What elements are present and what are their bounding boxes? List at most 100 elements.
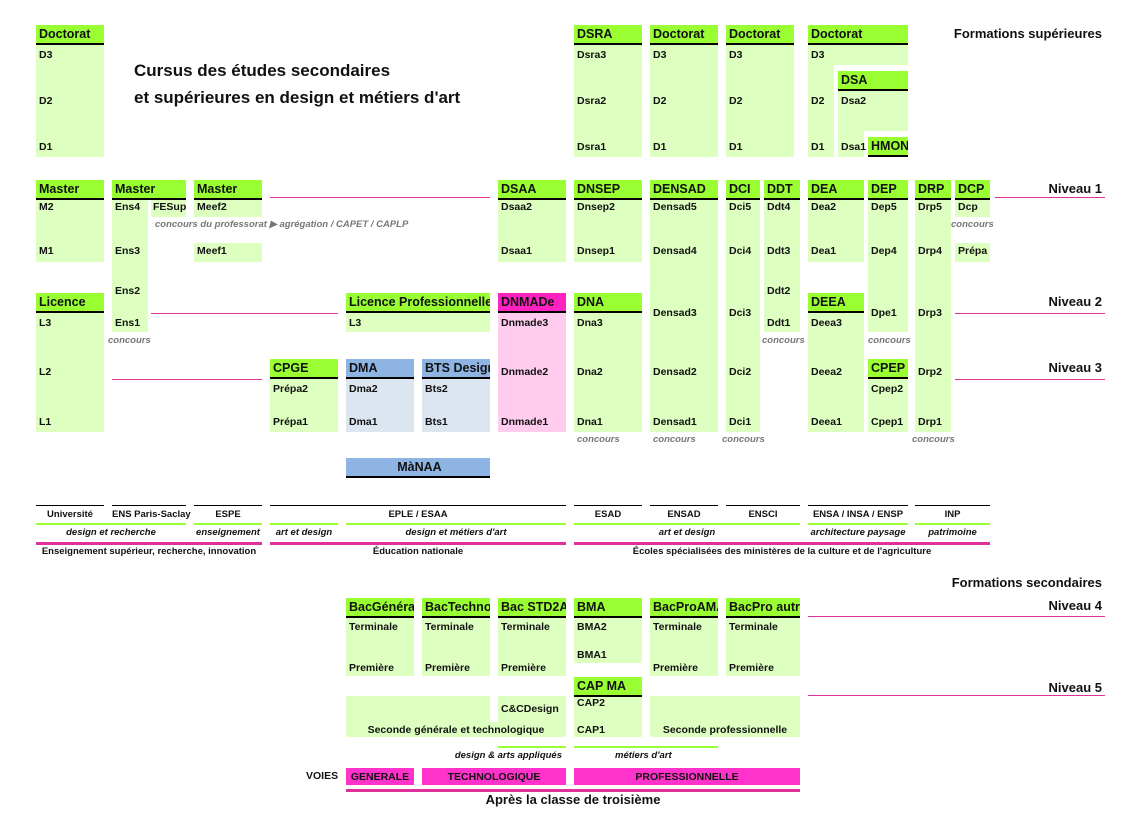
level-4-label: Niveau 4 (1048, 598, 1102, 613)
drp-row: Drp5 (918, 201, 942, 213)
dsa-header: DSA (838, 71, 908, 91)
deea-row: Deea1 (811, 416, 842, 428)
meef-body (194, 243, 262, 262)
cpge-row: Prépa1 (273, 416, 309, 428)
dnmade-body (498, 313, 566, 432)
institution-line (36, 505, 104, 506)
licence_pro-header: Licence Professionnelle (346, 293, 490, 313)
dcp-body (955, 200, 990, 217)
cpep-header: CPEP (868, 359, 908, 379)
dsa-row: Dsa1 (841, 141, 867, 153)
divider-line (808, 695, 1105, 696)
dsa-row: Dsa2 (841, 95, 867, 107)
dcp-row: Prépa (958, 245, 988, 257)
dma-row: Dma1 (349, 416, 378, 428)
domain-line (574, 523, 800, 525)
bma-body (574, 618, 642, 663)
master-ens-body (112, 200, 148, 332)
doc4-row: D1 (811, 141, 825, 153)
domain-label: enseignement (196, 527, 260, 538)
densad-row: Densad1 (653, 416, 697, 428)
dna-row: Dna2 (577, 366, 603, 378)
bacpro_ama-body (650, 618, 718, 676)
domain-label: design et recherche (66, 527, 156, 538)
deea-header: DEEA (808, 293, 864, 313)
domain-line (915, 523, 990, 525)
dsaa-header: DSAA (498, 180, 566, 200)
doc4-row: D2 (811, 95, 825, 107)
institution-label: ENSA / INSA / ENSP (812, 509, 904, 520)
seconde-pro-label: Seconde professionnelle (662, 724, 788, 736)
institution-label: ENSAD (667, 509, 701, 520)
dea-header: DEA (808, 180, 864, 200)
institution-line (194, 505, 262, 506)
track-label: TECHNOLOGIQUE (447, 771, 541, 783)
ddt-row: Ddt3 (767, 245, 791, 257)
dsaa-row: Dsaa2 (501, 201, 532, 213)
deea-body (808, 313, 864, 432)
licence-row: L2 (39, 366, 52, 378)
drp-body (915, 200, 951, 432)
domain-label: architecture paysage (810, 527, 906, 538)
divider-line (151, 313, 338, 314)
dsa-body (838, 91, 908, 131)
dci-row: Dci4 (729, 245, 752, 257)
seconde-gt-body (346, 696, 490, 737)
institution-label: EPLE / ESAA (388, 509, 448, 520)
master-meef-header: Master (194, 180, 262, 200)
level-2-label: Niveau 2 (1048, 294, 1102, 309)
bac_techno-row: Première (425, 662, 470, 674)
doc3-row: D3 (729, 49, 743, 61)
dci-row: Dci2 (729, 366, 752, 378)
section-title-secondaires: Formations secondaires (951, 575, 1102, 590)
bts-row: Bts2 (425, 383, 448, 395)
after-line (346, 789, 800, 792)
master1-body (36, 200, 104, 262)
ddt-body (764, 200, 800, 332)
dea-row: Dea2 (811, 201, 837, 213)
densad-body (650, 200, 718, 432)
divider-line (995, 197, 1105, 198)
professorat-note: concours du professorat ▶ agrégation / C… (155, 219, 409, 230)
cpep-body (868, 379, 908, 432)
seconde-gt-body (490, 722, 498, 737)
bac_techno-row: Terminale (425, 621, 474, 633)
master1-header: Master (36, 180, 104, 200)
track-bar (346, 768, 414, 785)
bac_std2a-row: Première (501, 662, 546, 674)
institution-label: INP (944, 509, 961, 520)
bma-row: BMA2 (577, 621, 607, 633)
master-ens-row: Ens2 (115, 285, 141, 297)
master1-row: M2 (39, 201, 54, 213)
dsra-row: Dsra3 (577, 49, 607, 61)
institution-line (574, 505, 642, 506)
dnsep-body (574, 200, 642, 262)
drp-row: Drp4 (918, 245, 942, 257)
ccdesign-label: C&CDesign (501, 703, 559, 715)
dep-body (868, 200, 908, 332)
cpge-header: CPGE (270, 359, 338, 379)
institution-line (112, 505, 186, 506)
institution-line (915, 505, 990, 506)
licence_pro-row: L3 (349, 317, 362, 329)
doc3-body (726, 45, 794, 157)
licence-header: Licence (36, 293, 104, 313)
hmonp-header: HMONP (868, 137, 908, 157)
ministry-line (270, 542, 566, 545)
after-label: Après la classe de troisième (485, 792, 661, 807)
ddt-header: DDT (764, 180, 800, 200)
cpep-row: Cpep1 (871, 416, 904, 428)
dnmade-row: Dnmade1 (501, 416, 549, 428)
concours-note: concours (653, 434, 696, 445)
doc3-row: D1 (729, 141, 743, 153)
dea-body (808, 200, 864, 262)
institution-line (270, 505, 566, 506)
master-ens-row: Ens1 (115, 317, 141, 329)
densad-row: Densad5 (653, 201, 697, 213)
institution-line (726, 505, 800, 506)
concours-note: concours (912, 434, 955, 445)
meef-row: Meef1 (197, 245, 227, 257)
dna-row: Dna3 (577, 317, 603, 329)
dsra-body (574, 45, 642, 157)
institution-label: ESPE (215, 509, 241, 520)
